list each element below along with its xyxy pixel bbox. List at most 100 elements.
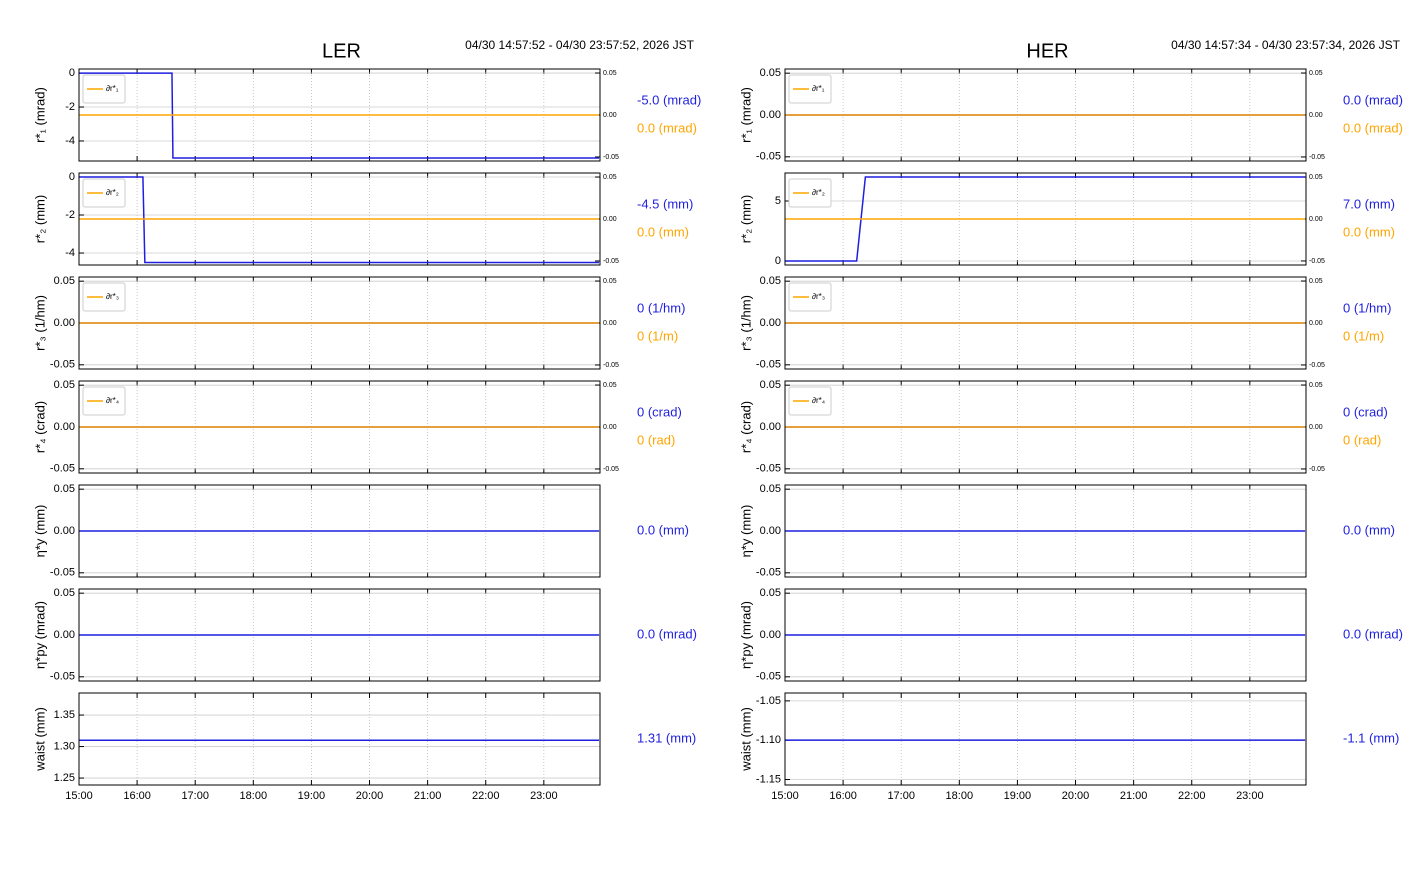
y2-tick-label: 0.05 [1309, 278, 1323, 285]
legend-box [82, 386, 126, 416]
legend-box [788, 74, 832, 104]
readout: 0 (1/hm) [1343, 300, 1391, 315]
readout: 0.0 (mrad) [637, 120, 697, 135]
plot-frame [78, 380, 601, 474]
y-axis-label: r*₂ (mm) [32, 195, 47, 243]
y-tick-label: 0.00 [54, 525, 75, 537]
y-axis-label: r*₄ (crad) [738, 401, 753, 453]
legend-box [82, 282, 126, 312]
y-tick-label: 0.00 [760, 629, 781, 641]
y-axis-label: waist (mm) [738, 707, 753, 772]
y-tick-label: 0.00 [760, 317, 781, 329]
x-tick-label: 17:00 [887, 790, 915, 802]
y-tick-label: -1.15 [756, 773, 781, 785]
y-tick-label: 0 [775, 255, 781, 267]
y-tick-label: -2 [65, 209, 75, 221]
y2-tick-label: -0.05 [603, 466, 619, 473]
chart-subtitle: 04/30 14:57:52 - 04/30 23:57:52, 2026 JS… [465, 38, 695, 52]
readout: 1.31 (mm) [637, 730, 696, 745]
y-axis-label: waist (mm) [32, 707, 47, 772]
y-tick-label: -0.05 [756, 567, 781, 579]
y2-tick-label: -0.05 [1309, 258, 1325, 265]
x-tick-label: 19:00 [298, 790, 326, 802]
chart-title: LER [322, 40, 361, 62]
legend-label: ∂r*₁ [106, 84, 119, 93]
x-tick-label: 21:00 [414, 790, 442, 802]
y-tick-label: 0.00 [760, 525, 781, 537]
readout: 0 (crad) [637, 404, 682, 419]
plot-frame [784, 484, 1307, 578]
y-axis-label: r*₁ (mrad) [32, 87, 47, 143]
y2-tick-label: -0.05 [603, 258, 619, 265]
legend-label: ∂r*₃ [812, 292, 825, 301]
x-tick-label: 20:00 [1062, 790, 1090, 802]
y-tick-label: -0.05 [50, 671, 75, 683]
legend-label: ∂r*₃ [106, 292, 119, 301]
plot-frame [784, 276, 1307, 370]
y2-tick-label: 0.00 [603, 320, 617, 327]
y-axis-label: η*py (mrad) [32, 601, 47, 669]
y2-tick-label: 0.05 [603, 382, 617, 389]
y-tick-label: 0.05 [54, 587, 75, 599]
legend-label: ∂r*₄ [812, 396, 825, 405]
y2-tick-label: -0.05 [1309, 466, 1325, 473]
plot-frame [784, 172, 1307, 266]
y-tick-label: 5 [775, 195, 781, 207]
y-tick-label: 0.05 [54, 275, 75, 287]
plot-frame [78, 68, 601, 162]
chart-title: HER [1026, 40, 1068, 62]
readout: 7.0 (mm) [1343, 196, 1395, 211]
x-tick-label: 15:00 [65, 790, 93, 802]
plot-frame [784, 68, 1307, 162]
y-tick-label: -1.05 [756, 695, 781, 707]
x-tick-label: 16:00 [123, 790, 151, 802]
y-tick-label: 1.30 [54, 740, 75, 752]
y-tick-label: -0.05 [756, 151, 781, 163]
readout: 0.0 (mrad) [1343, 626, 1403, 641]
y-tick-label: 0.05 [760, 587, 781, 599]
y2-tick-label: 0.00 [603, 424, 617, 431]
y2-tick-label: 0.00 [603, 216, 617, 223]
readout: -1.1 (mm) [1343, 730, 1399, 745]
y2-tick-label: -0.05 [1309, 362, 1325, 369]
y-axis-label: η*py (mrad) [738, 601, 753, 669]
y-tick-label: 0.00 [760, 421, 781, 433]
legend-box [82, 178, 126, 208]
y-tick-label: 0.05 [760, 275, 781, 287]
readout: 0.0 (mm) [637, 224, 689, 239]
y2-tick-label: 0.05 [1309, 70, 1323, 77]
readout: 0 (1/m) [1343, 328, 1384, 343]
y-tick-label: -0.05 [50, 359, 75, 371]
y-tick-label: -0.05 [756, 463, 781, 475]
x-tick-label: 18:00 [240, 790, 268, 802]
y-tick-label: 1.35 [54, 709, 75, 721]
plot-frame [784, 692, 1307, 786]
y-axis-label: r*₃ (1/hm) [32, 295, 47, 351]
y2-tick-label: -0.05 [1309, 154, 1325, 161]
readout: 0.0 (mrad) [637, 626, 697, 641]
y2-tick-label: 0.00 [1309, 320, 1323, 327]
series-line [79, 176, 600, 264]
y-tick-label: -0.05 [50, 567, 75, 579]
y2-tick-label: 0.05 [603, 70, 617, 77]
y-axis-label: r*₂ (mm) [738, 195, 753, 243]
y-tick-label: 0.05 [54, 483, 75, 495]
x-tick-label: 20:00 [356, 790, 384, 802]
y-tick-label: 0.05 [760, 379, 781, 391]
legend-label: ∂r*₂ [106, 188, 119, 197]
plot-frame [78, 172, 601, 266]
plot-frame [784, 588, 1307, 682]
y-tick-label: 0.00 [54, 421, 75, 433]
x-tick-label: 23:00 [530, 790, 558, 802]
y2-tick-label: 0.05 [1309, 174, 1323, 181]
y2-tick-label: -0.05 [603, 154, 619, 161]
y2-tick-label: 0.00 [603, 112, 617, 119]
y-axis-label: η*y (mm) [32, 505, 47, 558]
readout: 0 (rad) [1343, 432, 1381, 447]
readout: 0.0 (mm) [1343, 522, 1395, 537]
readout: 0.0 (mrad) [1343, 120, 1403, 135]
plot-frame [784, 380, 1307, 474]
x-tick-label: 17:00 [181, 790, 209, 802]
